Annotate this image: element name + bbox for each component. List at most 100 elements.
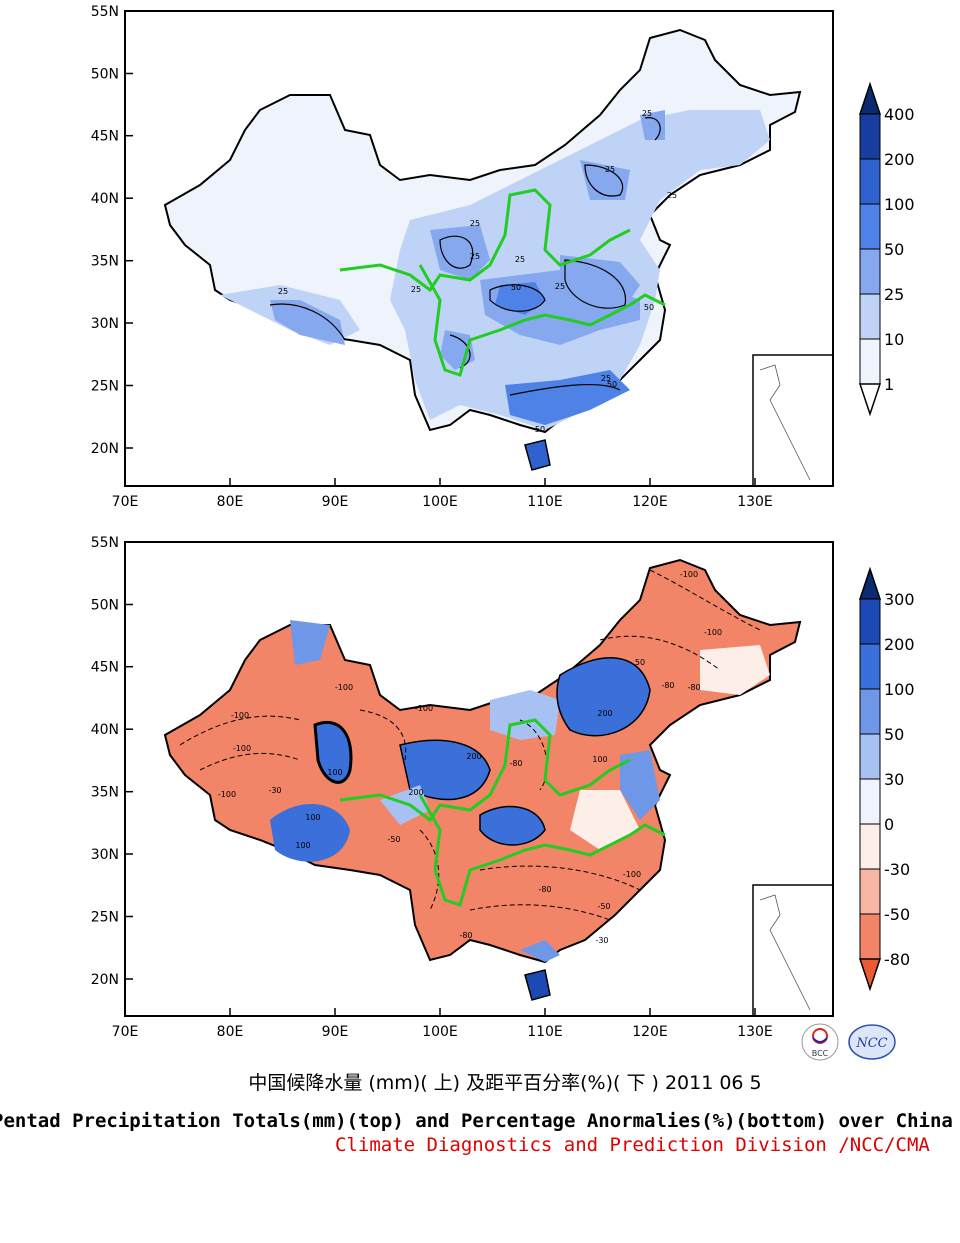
colorbar-label: -30 [884,860,910,879]
lat-tick-label: 55N [91,535,119,551]
colorbar-swatch [859,293,881,340]
lon-tick-label: 80E [217,494,244,510]
contour-label: 200 [466,752,481,761]
contour-label: -100 [218,790,236,799]
anomaly-area [520,940,560,962]
yellow-river [339,188,631,293]
lat-tick-label: 20N [91,441,119,457]
precip-area [580,160,630,200]
colorbar-swatch [859,113,881,160]
colorbar-swatch [859,913,881,960]
colorbar-label: 30 [884,770,904,789]
colorbar-label: 1 [884,375,894,394]
logos: BCC NCC [800,1020,900,1065]
lon-tick-label: 70E [112,1024,139,1040]
south-china-sea-inset [752,884,833,1016]
colorbar-arrow-top [858,81,882,115]
colorbar-swatch [859,598,881,645]
contour-label: -80 [509,759,522,768]
contour-label: -100 [415,704,433,713]
lon-tick-label: 110E [527,1024,563,1040]
contour-label: 100 [295,841,310,850]
contour-label: 25 [605,165,615,174]
anomaly-area [270,803,350,862]
anomaly-area [290,620,330,665]
colorbar-label: 200 [884,150,915,169]
ncc-logo-text: NCC [855,1036,887,1051]
contour-label: 100 [305,813,320,822]
colorbar-swatch [859,158,881,205]
contour-label: -100 [231,711,249,720]
colorbar-swatch [859,643,881,690]
contour-label: -50 [387,835,400,844]
lon-tick-label: 80E [217,1024,244,1040]
anomaly-area [380,785,430,825]
contour-label: -80 [459,931,472,940]
lat-tick-label: 40N [91,722,119,738]
colorbar-label: -50 [884,905,910,924]
map-frame [124,541,834,1017]
colorbar-swatch [859,203,881,250]
lat-tick-label: 45N [91,660,119,676]
bottom-map-panel: -100 -100 -80 -100 -100 -100 -100 100 100 200 -80 2… [0,530,960,1060]
hainan-island [524,969,551,1001]
anomaly-area [570,790,640,850]
caption-english: Pentad Precipitation Totals(mm)(top) and… [0,1110,953,1132]
colorbar-label: 200 [884,635,915,654]
top-map-panel: 25 25 25 25 25 25 50 25 25 25 50 50 25 50 55N 50N 45N 40… [0,0,960,530]
yangtze-river [418,794,666,907]
colorbar-label: 25 [884,285,904,304]
colorbar-label: 400 [884,105,915,124]
anomaly-area [700,645,770,695]
contour-label: 25 [278,287,288,296]
contour-label: -80 [661,681,674,690]
colorbar-swatch [859,778,881,825]
precip-area [430,225,490,280]
lon-tick-label: 130E [737,1024,773,1040]
contour-label: -50 [597,902,610,911]
contour-label: 25 [515,255,525,264]
caption-chinese: 中国候降水量 (mm)( 上) 及距平百分率(%)( 下 ) 2011 06 5 [248,1072,762,1094]
yellow-river [339,718,631,823]
lat-tick-label: 55N [91,4,119,20]
contour-label: -80 [538,885,551,894]
lon-tick-label: 70E [112,494,139,510]
lat-tick-label: 30N [91,316,119,332]
lat-tick-label: 25N [91,379,119,395]
contour-label: 25 [601,374,611,383]
colorbar-arrow-top [858,566,882,600]
contour-label: 200 [408,788,423,797]
precip-area [270,300,345,345]
colorbar-arrow-bottom [858,383,882,417]
anomaly-area [479,805,546,846]
contour-label: 50 [607,380,617,389]
anomaly-area [556,657,651,737]
caption-organization: Climate Diagnostics and Prediction Divis… [335,1134,930,1156]
precip-area [505,370,630,425]
colorbar-swatch [859,868,881,915]
colorbar-swatch [859,688,881,735]
precip-area [495,282,545,315]
lon-tick-label: 120E [632,1024,668,1040]
colorbar-label: 300 [884,590,915,609]
contour-label: -100 [233,744,251,753]
contour-label: 25 [470,252,480,261]
contour-label: 50 [511,283,521,292]
colorbar-swatch [859,733,881,780]
lat-tick-label: 20N [91,972,119,988]
contour-label: 50 [535,425,545,434]
contour-label: 50 [635,658,645,667]
lat-tick-label: 40N [91,191,119,207]
contour-label: -100 [335,683,353,692]
contour-label: 25 [411,285,421,294]
lon-tick-label: 90E [322,494,349,510]
precip-area [440,330,475,370]
hainan-island [524,439,551,471]
colorbar-arrow-bottom [858,958,882,992]
anomaly-area [399,739,491,801]
lon-tick-label: 110E [527,494,563,510]
ncc-logo [848,1024,896,1060]
anomaly-area [313,720,353,784]
contour-label: -80 [687,683,700,692]
